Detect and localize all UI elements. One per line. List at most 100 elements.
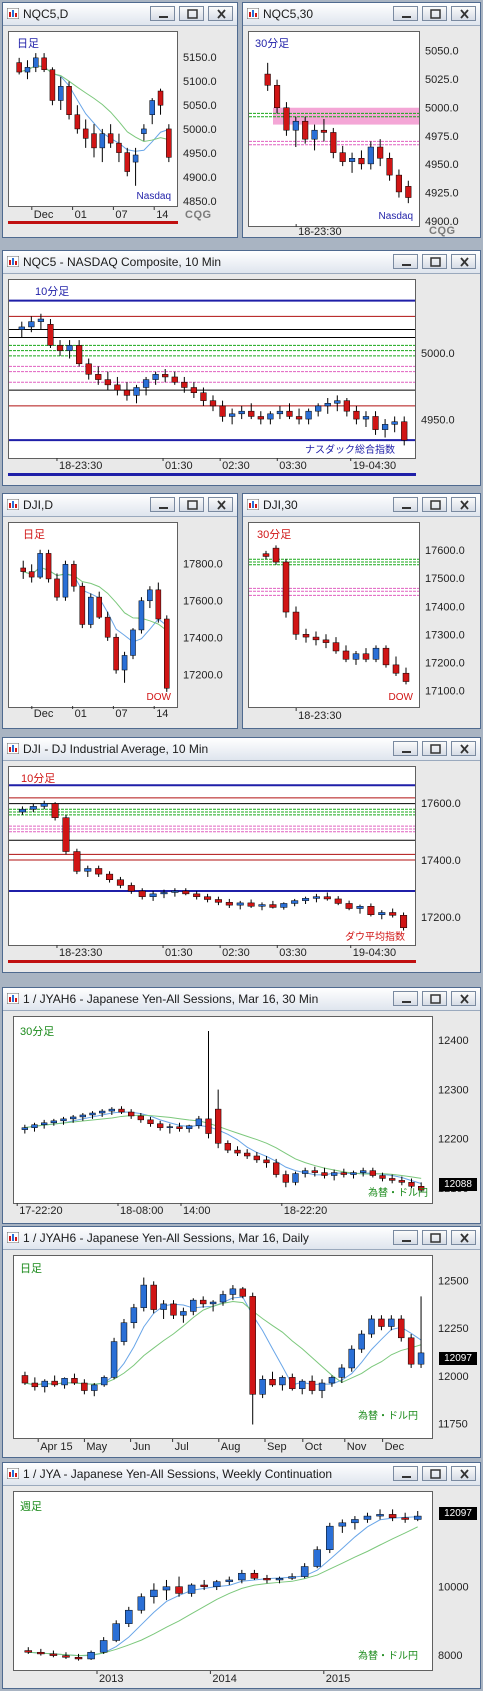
- titlebar[interactable]: NQC5,D: [3, 3, 237, 26]
- candle: [29, 803, 37, 813]
- window-dji-daily[interactable]: DJI,D 日足 DOW 17800.0 17600.0 17400.0 17200.…: [2, 493, 238, 729]
- titlebar[interactable]: 1 / JYAH6 - Japanese Yen-All Sessions, M…: [3, 1227, 480, 1250]
- candle: [171, 371, 178, 385]
- candle: [358, 150, 365, 170]
- maximize-button[interactable]: [422, 254, 447, 269]
- window-title: 1 / JYA - Japanese Yen-All Sessions, Wee…: [23, 1467, 333, 1481]
- close-button[interactable]: [451, 254, 476, 269]
- minimize-button[interactable]: [393, 497, 418, 512]
- candle: [345, 900, 353, 911]
- maximize-button[interactable]: [422, 991, 447, 1006]
- maximize-button[interactable]: [422, 1466, 447, 1481]
- close-button[interactable]: [451, 991, 476, 1006]
- maximize-button[interactable]: [422, 1230, 447, 1245]
- candle: [363, 1512, 372, 1523]
- candle: [334, 896, 342, 906]
- window-jyah6-daily[interactable]: 1 / JYAH6 - Japanese Yen-All Sessions, M…: [2, 1226, 481, 1458]
- candle: [171, 888, 179, 897]
- plot-area[interactable]: 30分足 Nasdaq: [248, 31, 420, 227]
- titlebar[interactable]: DJI,30: [243, 494, 480, 517]
- plot-area[interactable]: 30分足 為替・ドル円: [13, 1016, 433, 1204]
- plot-area[interactable]: 日足 為替・ドル円: [13, 1255, 433, 1439]
- minimize-button[interactable]: [393, 991, 418, 1006]
- window-nqc5-daily[interactable]: NQC5,D 日足 Nasdaq 5150.0 5100.0 5050.0 5000.…: [2, 2, 238, 238]
- close-button[interactable]: [451, 497, 476, 512]
- candle: [229, 408, 236, 425]
- minimize-button[interactable]: [150, 497, 175, 512]
- chart-icon: [7, 743, 19, 754]
- plot-area[interactable]: 日足 DOW: [8, 522, 178, 708]
- candle: [352, 650, 360, 665]
- chart-icon: [7, 8, 19, 19]
- minimize-button[interactable]: [150, 6, 175, 21]
- close-button[interactable]: [208, 497, 233, 512]
- minimize-button[interactable]: [393, 741, 418, 756]
- candle: [110, 1337, 118, 1380]
- window-jyah6-30min[interactable]: 1 / JYAH6 - Japanese Yen-All Sessions, M…: [2, 987, 481, 1224]
- candle: [350, 1170, 357, 1179]
- maximize-button[interactable]: [179, 497, 204, 512]
- candle: [24, 1647, 33, 1654]
- y-tick-label: 12300: [438, 1084, 469, 1096]
- titlebar[interactable]: DJI,D: [3, 494, 237, 517]
- candle: [247, 899, 255, 908]
- close-button[interactable]: [451, 741, 476, 756]
- watermark-label: DOW: [388, 692, 413, 703]
- candle: [302, 1167, 309, 1178]
- candle: [305, 408, 312, 425]
- window-dji-10min[interactable]: DJI - DJ Industrial Average, 10 Min 10分足…: [2, 737, 481, 973]
- plot-area[interactable]: 10分足 ナスダック総合指数: [8, 279, 416, 459]
- minimize-button[interactable]: [393, 1466, 418, 1481]
- candle: [51, 1375, 58, 1387]
- candle: [238, 405, 245, 420]
- plot-area[interactable]: 日足 Nasdaq: [8, 31, 178, 207]
- x-tick-label: 18-08:00: [120, 1205, 163, 1217]
- maximize-icon: [430, 9, 441, 19]
- window-jya-weekly[interactable]: 1 / JYA - Japanese Yen-All Sessions, Wee…: [2, 1462, 481, 1689]
- x-axis: 17-22:20 18-08:00 14:00 18-22:20: [16, 1203, 327, 1217]
- close-button[interactable]: [451, 1230, 476, 1245]
- y-tick-label: 17100.0: [425, 686, 465, 698]
- titlebar[interactable]: NQC5,30: [243, 3, 480, 26]
- plot-area[interactable]: 週足 為替・ドル円: [13, 1491, 433, 1671]
- minimize-icon: [402, 16, 411, 18]
- candle: [85, 358, 92, 380]
- titlebar[interactable]: 1 / JYAH6 - Japanese Yen-All Sessions, M…: [3, 988, 480, 1011]
- candle: [160, 1300, 167, 1319]
- titlebar[interactable]: 1 / JYA - Japanese Yen-All Sessions, Wee…: [3, 1463, 480, 1486]
- close-button[interactable]: [208, 6, 233, 21]
- candle: [150, 1583, 158, 1604]
- candle: [91, 124, 97, 158]
- candle: [225, 1576, 234, 1585]
- candle: [274, 79, 281, 114]
- titlebar[interactable]: DJI - DJ Industrial Average, 10 Min: [3, 738, 480, 761]
- candle: [391, 416, 398, 433]
- close-icon: [460, 1233, 469, 1243]
- candle: [323, 892, 331, 901]
- x-tick-label: 18-23:30: [298, 226, 341, 237]
- candle: [47, 319, 54, 348]
- maximize-button[interactable]: [422, 741, 447, 756]
- maximize-button[interactable]: [422, 6, 447, 21]
- window-dji-30min[interactable]: DJI,30 30分足 DOW 17600.0 17500.0 17400.0 173…: [242, 493, 481, 729]
- maximize-button[interactable]: [179, 6, 204, 21]
- plot-area[interactable]: 10分足 ダウ平均指数: [8, 766, 416, 946]
- candle: [116, 876, 124, 889]
- window-nqc5-10min[interactable]: NQC5 - NASDAQ Composite, 10 Min 10分足 ナスダ…: [2, 250, 481, 486]
- close-button[interactable]: [451, 6, 476, 21]
- titlebar[interactable]: NQC5 - NASDAQ Composite, 10 Min: [3, 251, 480, 274]
- minimize-button[interactable]: [393, 6, 418, 21]
- candlestick-chart: [249, 62, 419, 204]
- minimize-button[interactable]: [393, 1230, 418, 1245]
- window-nqc5-30min[interactable]: NQC5,30 30分足 Nasdaq 5050.0 5025.0 5000.0 49…: [242, 2, 481, 238]
- plot-area[interactable]: 30分足 DOW: [248, 522, 420, 708]
- close-button[interactable]: [451, 1466, 476, 1481]
- candle: [259, 1375, 266, 1399]
- candle: [50, 1118, 57, 1126]
- candle: [182, 888, 190, 896]
- timeframe-label: 日足: [23, 529, 45, 541]
- y-tick-label: 17600.0: [425, 545, 465, 557]
- maximize-button[interactable]: [422, 497, 447, 512]
- candle: [76, 340, 83, 367]
- minimize-button[interactable]: [393, 254, 418, 269]
